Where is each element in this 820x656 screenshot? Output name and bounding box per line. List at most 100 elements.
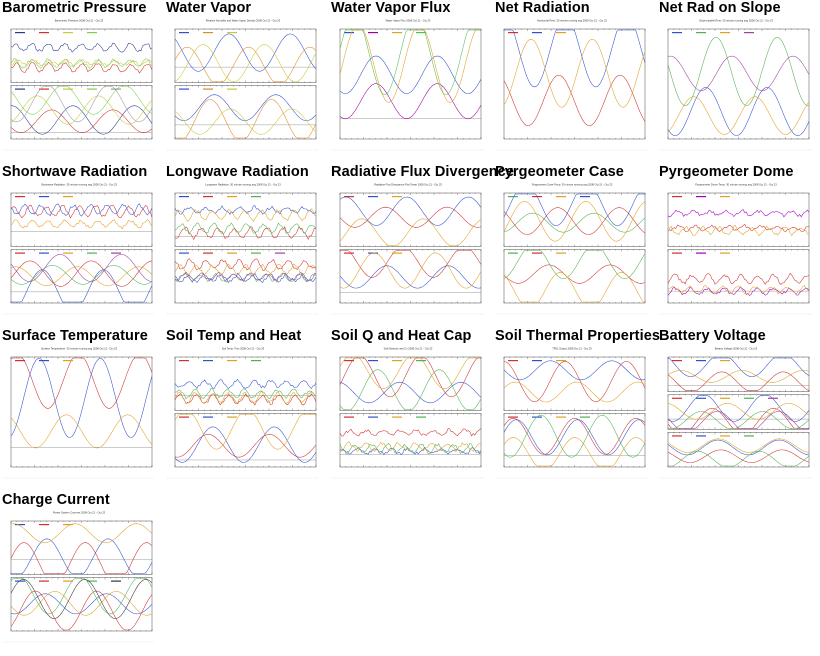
series-line: [667, 439, 810, 456]
legend-swatch: [87, 32, 97, 34]
legend-swatch: [532, 360, 542, 362]
plot-thumbnail[interactable]: Pyrgeometer Dome Temp: 30 minute running…: [657, 181, 815, 322]
plot-title[interactable]: Surface Temperature: [2, 328, 148, 344]
series-line: [174, 390, 317, 404]
plot-thumbnail[interactable]: Horizontal Rnet: 30 minute running avg 2…: [493, 17, 651, 158]
plot-title[interactable]: Battery Voltage: [659, 328, 766, 344]
legend-swatch: [39, 360, 49, 362]
plot-title[interactable]: Charge Current: [2, 492, 110, 508]
series-line: [339, 206, 482, 228]
plot-thumbnail[interactable]: Water Vapor Flux 2008 Oct 21 - Oct 23: [329, 17, 487, 158]
plot-tile-pyrgeometer-case[interactable]: Pyrgeometer Case Pyrgeometer Case Temp: 3…: [493, 164, 653, 328]
legend-swatch: [179, 360, 189, 362]
plot-tile-water-vapor[interactable]: Water Vapor Relative Humidity and Water V…: [164, 0, 324, 164]
plot-title[interactable]: Pyrgeometer Case: [495, 164, 624, 180]
series-line: [339, 443, 482, 455]
plot-thumbnail[interactable]: Pyrgeometer Case Temp: 30 minute running…: [493, 181, 651, 322]
plot-tile-battery-voltage[interactable]: Battery Voltage Battery Voltage 2008 Oct …: [657, 328, 817, 492]
plot-title[interactable]: Net Rad on Slope: [659, 0, 781, 16]
series-line: [339, 29, 481, 103]
plot-tile-soil-q-and-heat-cap[interactable]: Soil Q and Heat Cap Soil Moisture and Cv …: [329, 328, 489, 492]
legend-swatch: [275, 252, 285, 254]
legend-swatch: [87, 580, 97, 582]
plot-title[interactable]: Water Vapor Flux: [331, 0, 451, 16]
legend-swatch: [344, 32, 354, 34]
plot-title[interactable]: Shortwave Radiation: [2, 164, 148, 180]
plot-thumbnail[interactable]: Barometric Pressure 2008 Oct 21 - Oct 23: [0, 17, 158, 158]
legend-swatch: [532, 32, 542, 34]
plot-caption: Slope parallel Rnet: 30 minute running a…: [699, 19, 773, 23]
legend-swatch: [720, 397, 730, 399]
plot-panel: [667, 192, 810, 247]
series-line: [339, 357, 481, 389]
plot-tile-longwave-radiation[interactable]: Longwave Radiation Longwave Radiation: 30…: [164, 164, 324, 328]
plot-tile-water-vapor-flux[interactable]: Water Vapor Flux Water Vapor Flux 2008 Oc…: [329, 0, 489, 164]
series-line: [667, 449, 810, 463]
plot-thumbnail[interactable]: Battery Voltage 2008 Oct 21 - Oct 23: [657, 345, 815, 486]
shortwave-radiation-plot: Shortwave Radiation: 30 minute running a…: [3, 183, 155, 315]
series-line: [174, 393, 317, 406]
legend-swatch: [672, 196, 682, 198]
plot-tile-charge-current[interactable]: Charge Current Power System Currents 2008…: [0, 492, 160, 656]
plot-tile-shortwave-radiation[interactable]: Shortwave Radiation Shortwave Radiation: …: [0, 164, 160, 328]
series-line: [667, 438, 810, 453]
plot-tile-net-radiation[interactable]: Net Radiation Horizontal Rnet: 30 minute …: [493, 0, 653, 164]
legend-swatch: [179, 416, 189, 418]
plot-panel: [667, 249, 810, 304]
plot-tile-pyrgeometer-dome[interactable]: Pyrgeometer Dome Pyrgeometer Dome Temp: 3…: [657, 164, 817, 328]
series-line: [174, 414, 317, 450]
plot-title[interactable]: Soil Q and Heat Cap: [331, 328, 472, 344]
plot-title[interactable]: Longwave Radiation: [166, 164, 309, 180]
plot-tile-soil-temp-and-heat[interactable]: Soil Temp and Heat Soil Temp, Flux 2008 O…: [164, 328, 324, 492]
plot-thumbnail[interactable]: Soil Moisture and Cv 2008 Oct 21 - Oct 2…: [329, 345, 487, 486]
series-line: [667, 411, 809, 429]
plot-title[interactable]: Soil Thermal Properties: [495, 328, 661, 344]
plot-thumbnail[interactable]: Power System Currents 2008 Oct 21 - Oct …: [0, 509, 158, 650]
legend-swatch: [368, 416, 378, 418]
plot-title[interactable]: Net Radiation: [495, 0, 590, 16]
legend-swatch: [111, 252, 121, 254]
series-line: [10, 523, 153, 544]
plot-title[interactable]: Water Vapor: [166, 0, 252, 16]
plot-title[interactable]: Soil Temp and Heat: [166, 328, 302, 344]
plot-tile-barometric-pressure[interactable]: Barometric Pressure Barometric Pressure 2…: [0, 0, 160, 164]
plot-title[interactable]: Barometric Pressure: [2, 0, 147, 16]
legend-swatch: [696, 435, 706, 437]
series-line: [503, 361, 646, 402]
series-line: [339, 55, 482, 94]
barometric-pressure-plot: Barometric Pressure 2008 Oct 21 - Oct 23: [3, 19, 155, 151]
plot-title[interactable]: Pyrgeometer Dome: [659, 164, 794, 180]
legend-swatch: [227, 88, 237, 90]
plot-thumbnail[interactable]: Relative Humidity and Water Vapor Densit…: [164, 17, 322, 158]
series-line: [174, 222, 317, 235]
plot-panel: [339, 356, 482, 411]
plot-thumbnail[interactable]: Surface Temperature: 30 minute running a…: [0, 345, 158, 486]
legend-swatch: [556, 360, 566, 362]
series-line: [339, 252, 482, 289]
soil-q-and-heat-cap-plot: Soil Moisture and Cv 2008 Oct 21 - Oct 2…: [332, 347, 484, 479]
series-line: [11, 538, 153, 574]
legend-swatch: [672, 252, 682, 254]
plot-thumbnail[interactable]: Radiative Flux Divergence Flat Tower 200…: [329, 181, 487, 322]
series-line: [667, 96, 810, 135]
plot-caption: Surface Temperature: 30 minute running a…: [41, 347, 118, 351]
plot-thumbnail[interactable]: Shortwave Radiation: 30 minute running a…: [0, 181, 158, 322]
plot-tile-soil-thermal-properties[interactable]: Soil Thermal Properties TP01 Output 2008 …: [493, 328, 660, 492]
legend-swatch: [227, 252, 237, 254]
plot-tile-radiative-flux-divergence[interactable]: Radiative Flux Divergence Radiative Flux …: [329, 164, 514, 328]
plot-thumbnail[interactable]: TP01 Output 2008 Oct 21 - Oct 23: [493, 345, 651, 486]
plot-tile-net-rad-on-slope[interactable]: Net Rad on Slope Slope parallel Rnet: 30 …: [657, 0, 817, 164]
plot-thumbnail[interactable]: Soil Temp, Flux 2008 Oct 21 - Oct 23: [164, 345, 322, 486]
series-line: [340, 250, 482, 278]
series-line: [503, 415, 646, 458]
series-line: [10, 542, 153, 574]
series-line: [667, 209, 810, 218]
charge-current-plot: Power System Currents 2008 Oct 21 - Oct …: [3, 511, 155, 643]
plot-tile-surface-temperature[interactable]: Surface Temperature Surface Temperature: …: [0, 328, 160, 492]
series-line: [10, 357, 153, 409]
series-line: [10, 414, 153, 449]
plot-title[interactable]: Radiative Flux Divergence: [331, 164, 515, 180]
series-line: [174, 225, 317, 241]
plot-thumbnail[interactable]: Longwave Radiation: 30 minute running av…: [164, 181, 322, 322]
plot-thumbnail[interactable]: Slope parallel Rnet: 30 minute running a…: [657, 17, 815, 158]
